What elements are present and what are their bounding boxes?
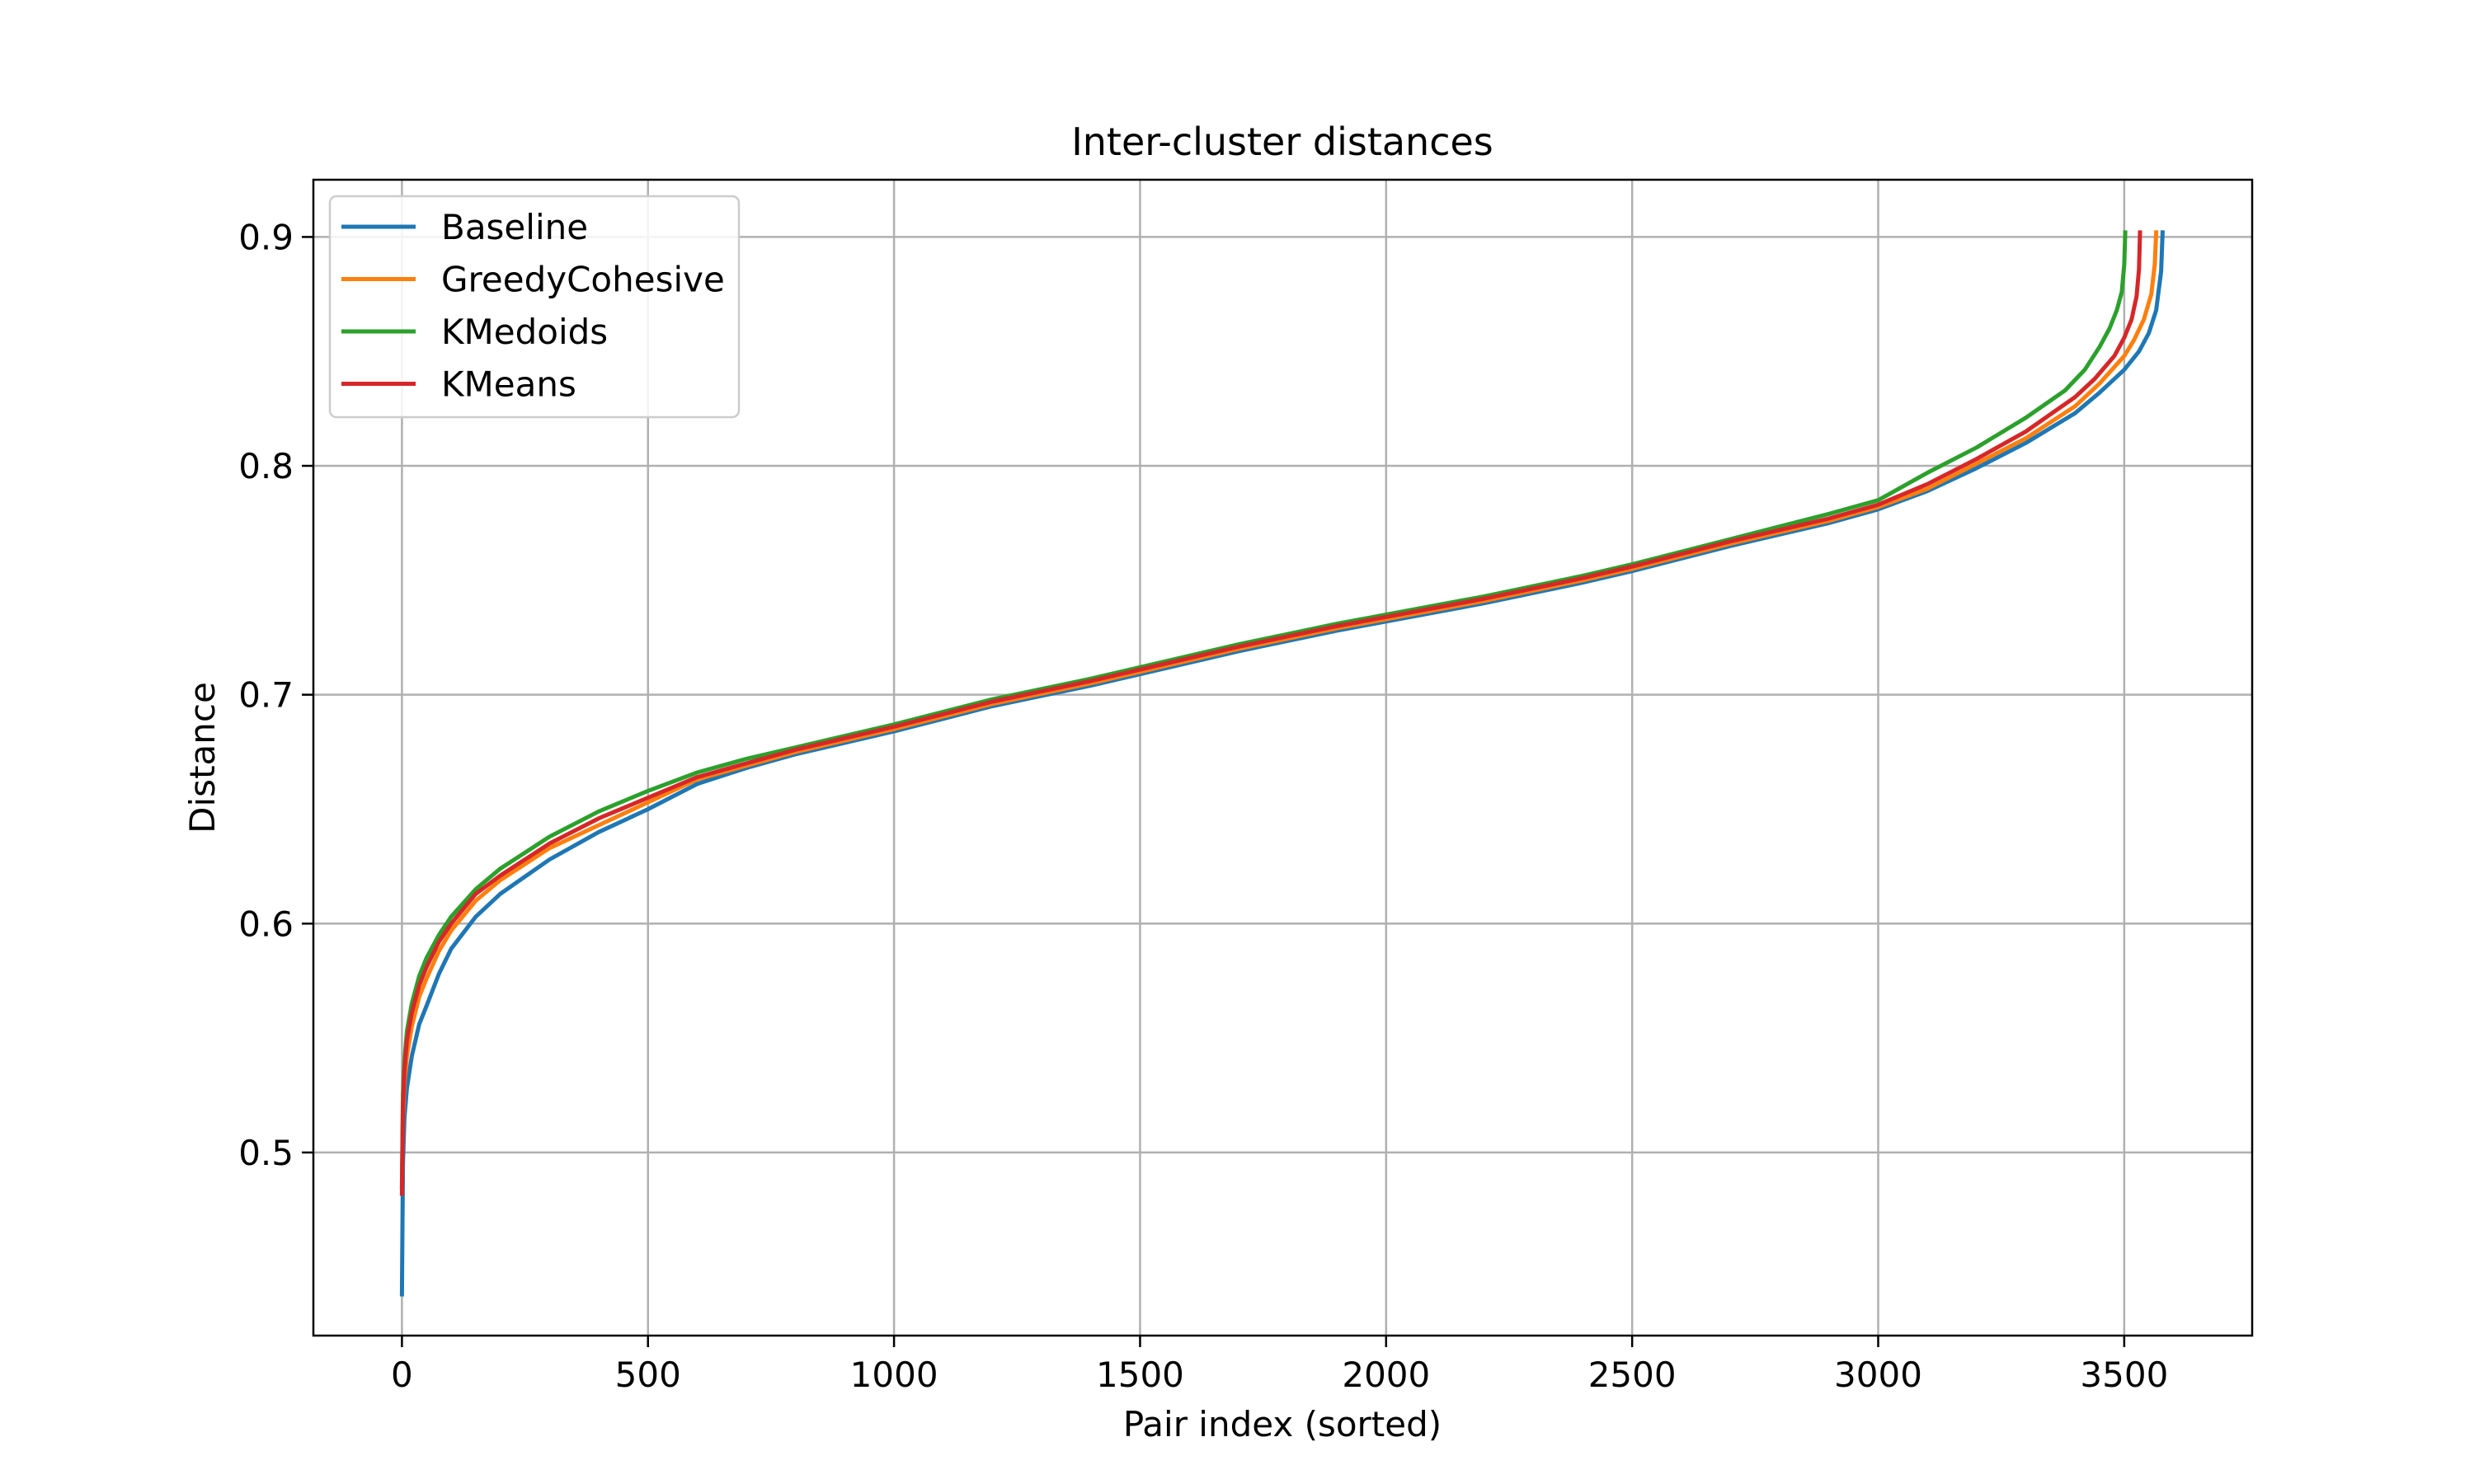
series-line-kmedoids bbox=[399, 230, 2128, 1190]
legend-label: Baseline bbox=[441, 207, 588, 247]
y-axis-label: Distance bbox=[182, 682, 223, 834]
x-tick-label: 500 bbox=[615, 1355, 681, 1395]
axis-ticks: 0 500 1000 1500 2000 2500 3000 3500 0.5 0.6 0.7 0.8… bbox=[238, 217, 2168, 1395]
x-axis-label: Pair index (sorted) bbox=[1123, 1404, 1442, 1444]
legend-label: KMedoids bbox=[441, 312, 608, 352]
y-tick-label: 0.5 bbox=[238, 1133, 294, 1173]
y-tick-label: 0.8 bbox=[238, 446, 294, 486]
legend-label: GreedyCohesive bbox=[441, 260, 725, 300]
series-line-baseline bbox=[399, 230, 2165, 1297]
y-tick-label: 0.9 bbox=[238, 217, 294, 257]
y-tick-label: 0.6 bbox=[238, 904, 294, 944]
x-tick-label: 2000 bbox=[1342, 1355, 1430, 1395]
y-tick-label: 0.7 bbox=[238, 675, 294, 716]
x-tick-label: 1000 bbox=[850, 1355, 938, 1395]
x-tick-label: 3000 bbox=[1834, 1355, 1922, 1395]
legend-box bbox=[328, 195, 741, 419]
plot-frame bbox=[312, 178, 2254, 1337]
x-tick-label: 0 bbox=[391, 1355, 413, 1395]
x-tick-label: 2500 bbox=[1588, 1355, 1677, 1395]
series-line-greedycohesive bbox=[399, 230, 2159, 1190]
x-tick-label: 1500 bbox=[1096, 1355, 1184, 1395]
x-tick-label: 3500 bbox=[2080, 1355, 2168, 1395]
legend-label: KMeans bbox=[441, 364, 576, 405]
legend: Baseline GreedyCohesive KMedoids KMeans bbox=[328, 195, 741, 419]
chart-title: Inter-cluster distances bbox=[1071, 120, 1493, 164]
series-line-kmeans bbox=[399, 230, 2142, 1196]
series-lines bbox=[399, 230, 2165, 1297]
